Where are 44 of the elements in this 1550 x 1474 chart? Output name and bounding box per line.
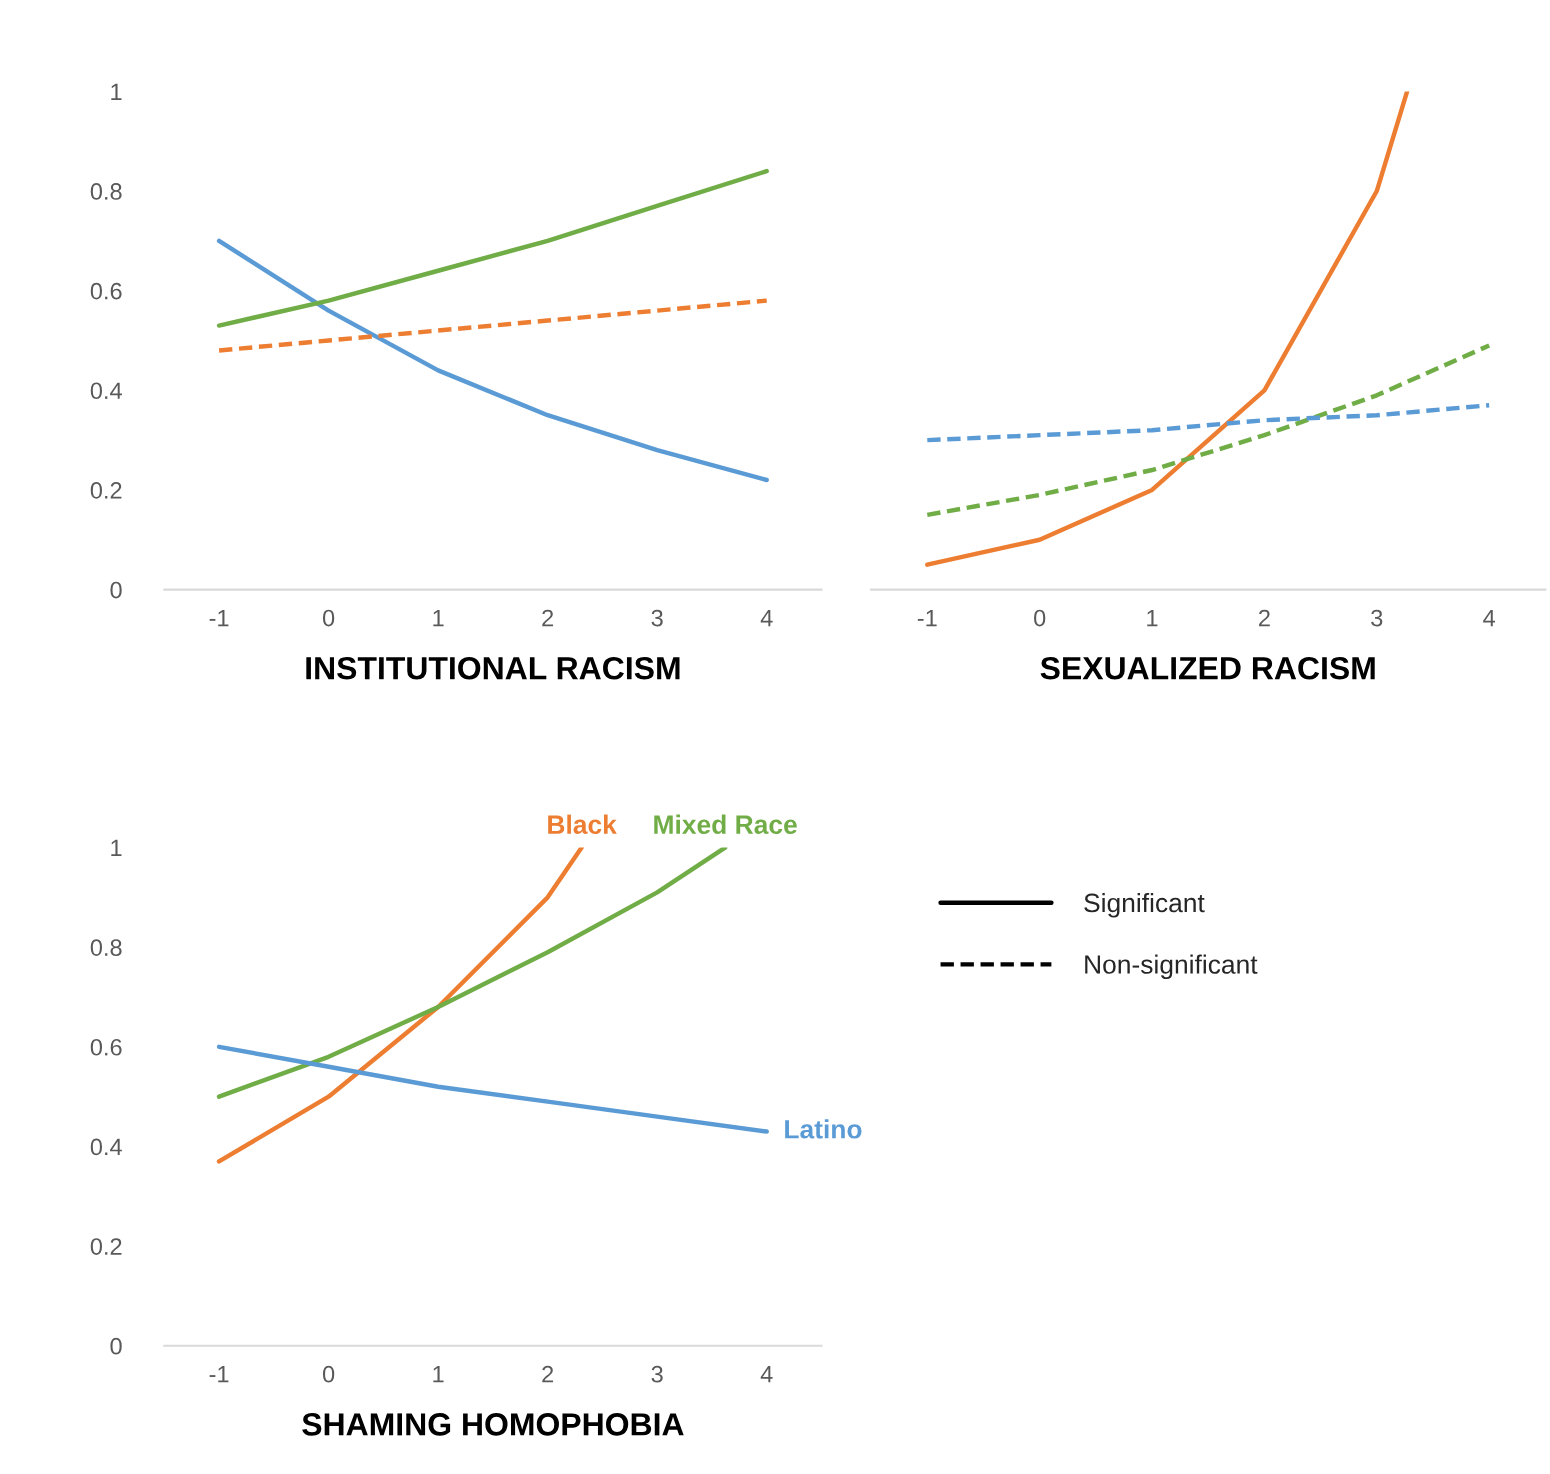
line-series [216, 168, 769, 328]
y-tick-label: 0.8 [90, 939, 122, 956]
y-tick-label: 0.2 [90, 1238, 122, 1255]
y-tick-label: 0.6 [90, 1038, 122, 1056]
y-tick-label: 1 [111, 83, 122, 100]
x-tick-label: 0 [322, 609, 335, 627]
line-series [216, 1044, 769, 1134]
x-tick-label: -1 [209, 609, 229, 627]
x-tick-label: 0 [322, 1365, 335, 1383]
y-tick-label: 1 [111, 839, 122, 857]
line-series [216, 847, 584, 1164]
y-tick-label: 0.6 [90, 282, 122, 300]
y-tick-label: 0 [110, 581, 122, 599]
x-axis-title: INSTITUTIONAL RACISM [306, 656, 680, 680]
y-tick-label: 0.8 [90, 183, 122, 200]
x-tick-label: -1 [209, 1366, 229, 1383]
legend-label: Significant [1084, 892, 1205, 918]
x-tick-label: 1 [433, 609, 444, 627]
series-label: Mixed Race [654, 814, 797, 834]
line-series [216, 238, 769, 483]
y-tick-label: 0.4 [90, 382, 122, 400]
x-tick-label: 0 [1034, 609, 1046, 627]
x-tick-label: 3 [1371, 609, 1383, 627]
x-axis-title: SHAMING HOMOPHOBIA [302, 1413, 684, 1436]
x-tick-label: 3 [651, 609, 663, 627]
x-tick-label: 1 [433, 1366, 444, 1383]
y-tick-label: 0.4 [90, 1138, 122, 1156]
x-tick-label: 2 [1259, 609, 1270, 627]
y-tick-label: 0.2 [90, 482, 122, 499]
x-tick-label: 1 [1147, 609, 1158, 627]
x-tick-label: 4 [760, 609, 773, 627]
x-tick-label: 4 [760, 1366, 773, 1383]
legend-label: Non-significant [1085, 954, 1258, 980]
series-label: Black [548, 814, 617, 834]
y-tick-label: 0 [110, 1337, 122, 1355]
x-tick-label: 4 [1483, 609, 1496, 627]
x-tick-label: 2 [542, 609, 554, 627]
line-series [216, 298, 769, 353]
x-axis-title: SEXUALIZED RACISM [1040, 656, 1375, 680]
x-tick-label: 2 [542, 1365, 554, 1383]
series-label: Latino [785, 1119, 862, 1139]
x-tick-label: 3 [651, 1365, 663, 1383]
line-series [216, 847, 728, 1099]
x-tick-label: -1 [917, 609, 937, 627]
